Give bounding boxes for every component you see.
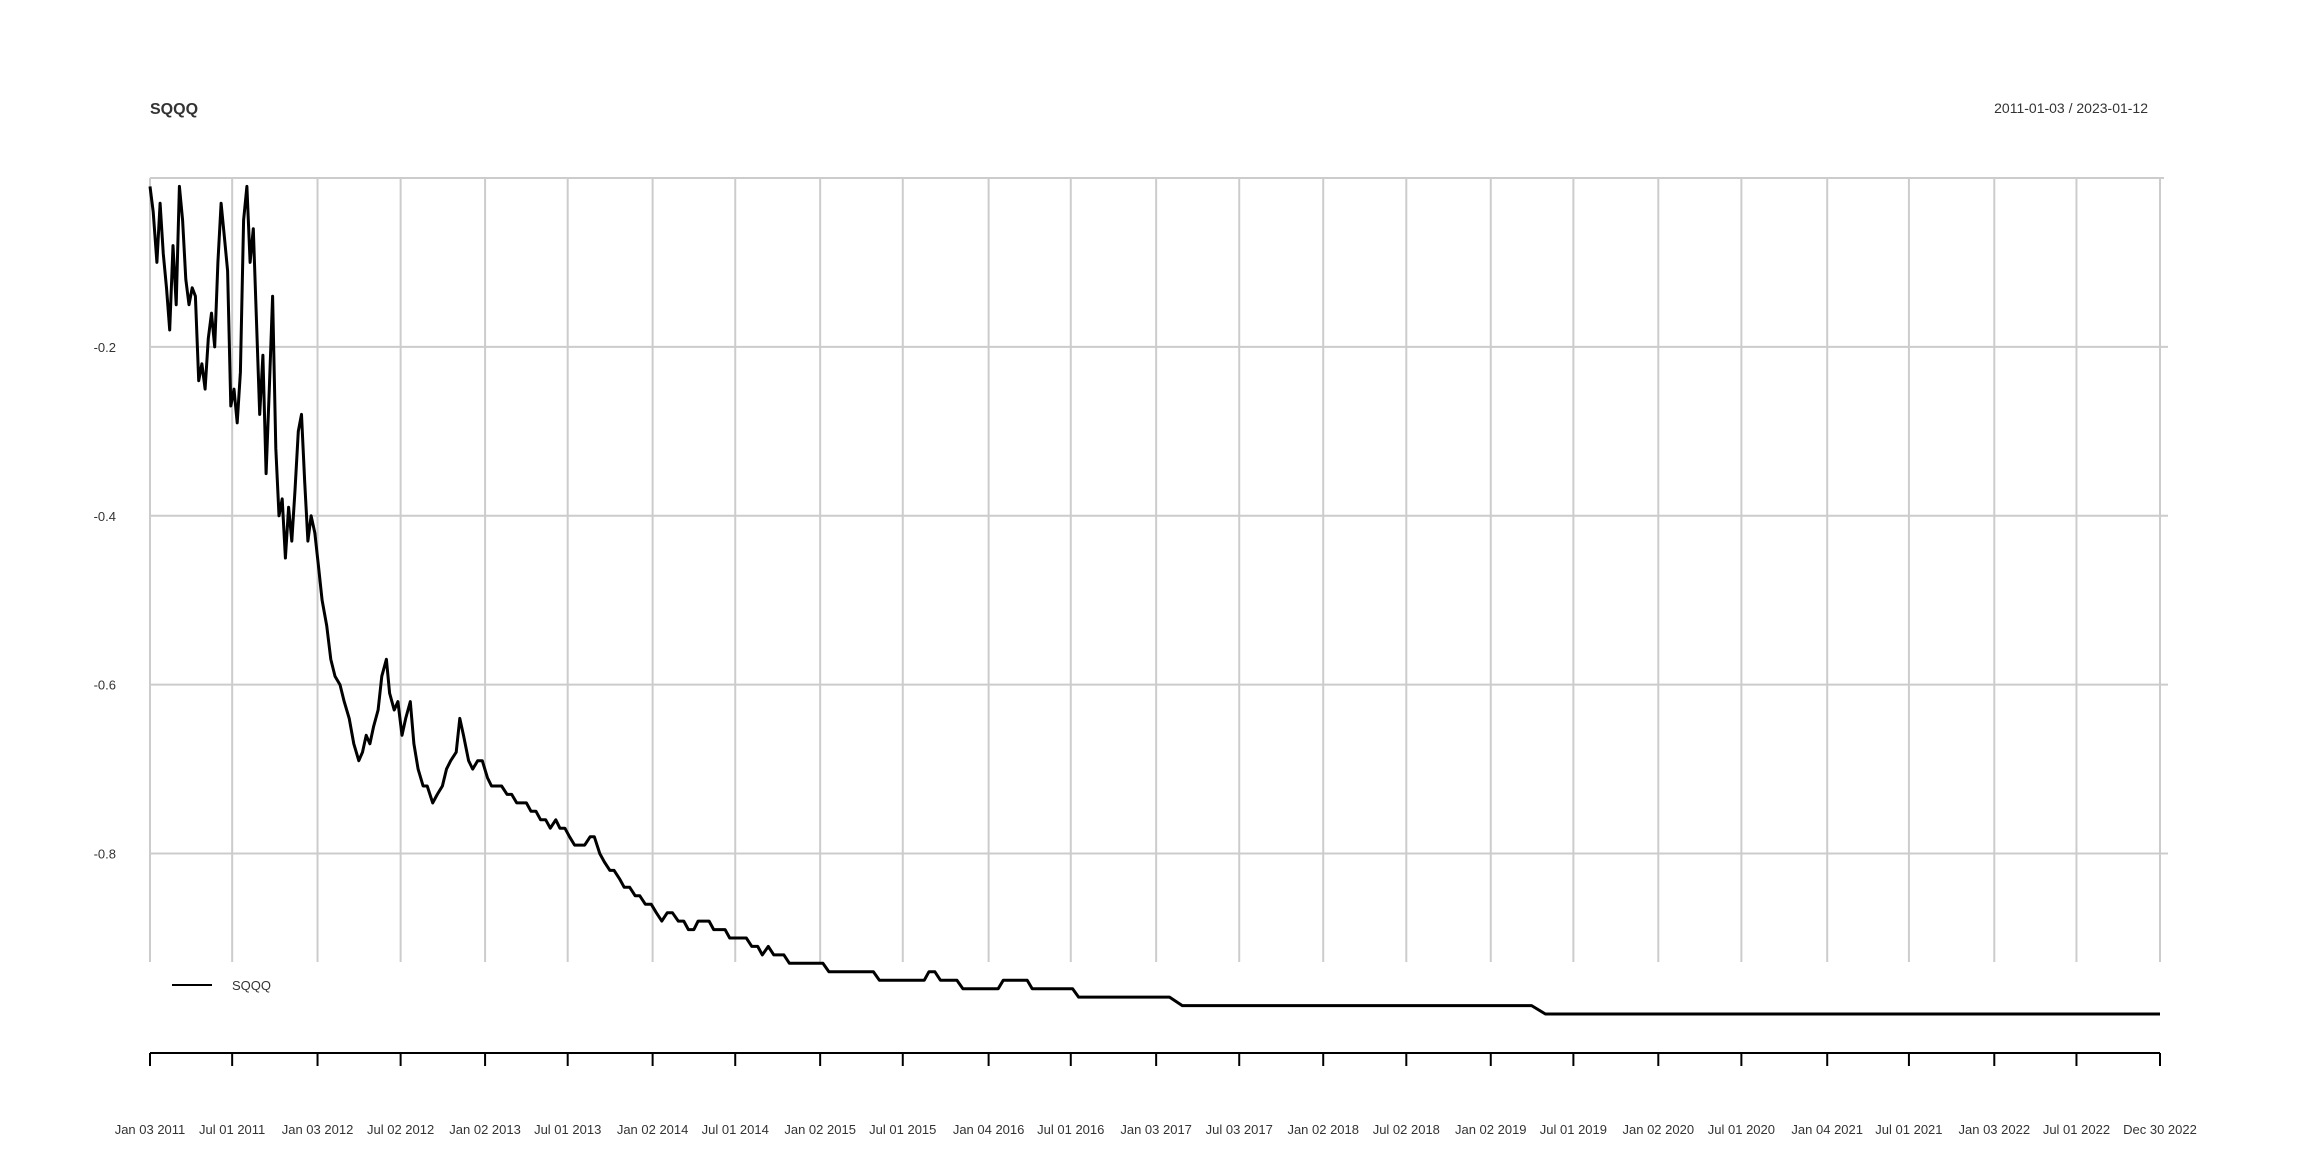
x-tick-label: Jul 02 2012 [367,1122,434,1137]
x-tick-label: Jul 01 2022 [2043,1122,2110,1137]
series-line-sqqq [148,184,2160,1016]
x-tick-label: Dec 30 2022 [2123,1122,2197,1137]
x-axis-labels: Jan 03 2011 Jul 01 2011 Jan 03 2012 Jul 02 … [115,1122,2197,1137]
legend-label-sqqq: SQQQ [232,978,271,993]
x-tick-label: Jan 03 2012 [282,1122,354,1137]
x-tick-label: Jul 01 2015 [869,1122,936,1137]
y-tick-label: -0.6 [94,678,116,693]
x-tick-label: Jul 01 2016 [1037,1122,1104,1137]
x-tick-label: Jan 04 2021 [1791,1122,1863,1137]
vertical-gridlines [149,178,2161,962]
x-tick-label: Jan 03 2022 [1959,1122,2031,1137]
x-tick-label: Jul 01 2019 [1540,1122,1607,1137]
x-tick-label: Jan 02 2015 [784,1122,856,1137]
x-tick-label: Jul 01 2013 [534,1122,601,1137]
y-tick-label: -0.4 [94,509,116,524]
x-tick-label: Jan 02 2019 [1455,1122,1527,1137]
x-tick-label: Jul 01 2011 [199,1122,265,1137]
x-tick-label: Jan 02 2014 [617,1122,689,1137]
legend: SQQQ [172,978,271,993]
x-tick-label: Jul 03 2017 [1206,1122,1273,1137]
x-tick-label: Jan 02 2020 [1623,1122,1695,1137]
x-tick-label: Jan 03 2017 [1120,1122,1192,1137]
x-tick-label: Jan 02 2013 [449,1122,521,1137]
date-range-label: 2011-01-03 / 2023-01-12 [1994,100,2148,116]
x-tick-label: Jul 01 2014 [702,1122,769,1137]
x-tick-label: Jul 01 2020 [1708,1122,1775,1137]
x-tick-label: Jul 01 2021 [1875,1122,1942,1137]
x-tick-label: Jul 02 2018 [1373,1122,1440,1137]
x-tick-label: Jan 02 2018 [1287,1122,1359,1137]
x-tick-label: Jan 03 2011 [115,1122,186,1137]
y-axis-labels: -0.2 -0.4 -0.6 -0.8 [94,340,116,862]
x-tick-label: Jan 04 2016 [953,1122,1025,1137]
y-tick-label: -0.2 [94,340,116,355]
y-tick-label: -0.8 [94,847,116,862]
series-layer [148,184,2160,1016]
chart-title: SQQQ [150,101,198,118]
horizontal-gridlines [150,345,2168,855]
x-axis-ticks [149,1053,2161,1066]
